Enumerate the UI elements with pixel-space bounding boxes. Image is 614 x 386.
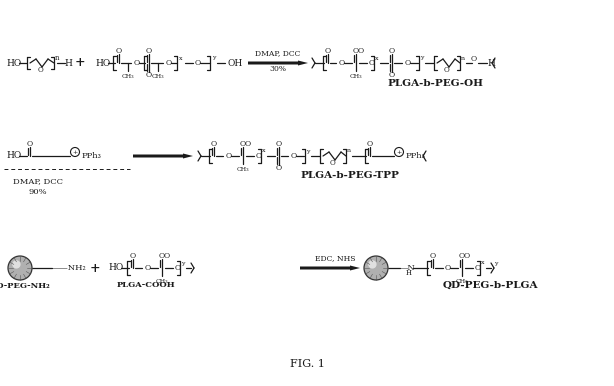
Text: OH: OH	[227, 59, 243, 68]
Text: +: +	[397, 149, 402, 154]
Text: O: O	[226, 152, 232, 160]
Text: HO: HO	[6, 151, 21, 161]
Text: O: O	[471, 55, 477, 63]
Text: HO: HO	[108, 264, 123, 273]
Text: O: O	[146, 47, 152, 55]
Text: O: O	[130, 252, 136, 260]
Text: O: O	[369, 59, 375, 67]
Text: +: +	[90, 261, 100, 274]
Text: O: O	[37, 66, 43, 74]
Text: x: x	[262, 149, 266, 154]
Text: O: O	[459, 252, 465, 260]
Circle shape	[364, 256, 388, 280]
Text: O: O	[276, 164, 282, 172]
Text: PPh₃: PPh₃	[82, 152, 102, 160]
Text: O: O	[339, 59, 345, 67]
Text: O: O	[195, 59, 201, 67]
FancyArrow shape	[133, 154, 193, 159]
Text: O: O	[358, 47, 364, 55]
Text: EDC, NHS: EDC, NHS	[315, 254, 356, 262]
Circle shape	[12, 260, 21, 269]
Text: PLGA-COOH: PLGA-COOH	[117, 281, 176, 289]
Text: y: y	[306, 149, 309, 154]
Circle shape	[8, 256, 32, 280]
Text: 30%: 30%	[270, 65, 287, 73]
Text: y: y	[494, 261, 498, 266]
Text: y: y	[212, 56, 216, 61]
Text: O: O	[353, 47, 359, 55]
Text: O: O	[430, 252, 436, 260]
Text: O: O	[276, 140, 282, 148]
Text: O: O	[291, 152, 297, 160]
Text: O: O	[256, 152, 262, 160]
Text: O: O	[159, 252, 165, 260]
Text: O: O	[389, 71, 395, 79]
Text: QD-PEG-NH₂: QD-PEG-NH₂	[0, 281, 50, 289]
Text: O: O	[367, 140, 373, 148]
Text: O: O	[27, 140, 33, 148]
Text: HO: HO	[6, 59, 21, 68]
Text: O: O	[146, 71, 152, 79]
Text: 90%: 90%	[29, 188, 47, 196]
Text: —N: —N	[400, 264, 416, 272]
Text: O: O	[145, 264, 151, 272]
Text: O: O	[475, 264, 481, 272]
Text: O: O	[211, 140, 217, 148]
Text: HO: HO	[95, 59, 111, 68]
Text: ——NH₂: ——NH₂	[52, 264, 87, 272]
Text: y: y	[420, 56, 424, 61]
Text: H: H	[406, 269, 412, 277]
Text: PPh₃: PPh₃	[406, 152, 426, 160]
Text: n: n	[55, 54, 59, 62]
Text: O: O	[325, 47, 331, 55]
Text: +: +	[75, 56, 85, 69]
Text: n: n	[461, 56, 465, 61]
Text: PLGA-b-PEG-OH: PLGA-b-PEG-OH	[387, 78, 483, 88]
Text: CH₃: CH₃	[350, 74, 362, 79]
Text: O: O	[116, 47, 122, 55]
Text: H: H	[64, 59, 72, 68]
Text: CH₃: CH₃	[456, 279, 468, 284]
Circle shape	[368, 260, 376, 269]
Text: CH₃: CH₃	[152, 74, 165, 79]
Text: H: H	[487, 59, 495, 68]
Text: DMAP, DCC: DMAP, DCC	[13, 177, 63, 185]
Text: O: O	[445, 264, 451, 272]
Text: CH₃: CH₃	[236, 167, 249, 172]
Text: O: O	[389, 47, 395, 55]
Text: CH₃: CH₃	[156, 279, 168, 284]
Text: O: O	[164, 252, 170, 260]
FancyArrow shape	[248, 61, 308, 66]
Text: x: x	[179, 56, 183, 61]
Text: O: O	[134, 59, 140, 67]
Text: O: O	[444, 66, 450, 74]
FancyArrow shape	[300, 266, 360, 271]
Text: y: y	[181, 261, 185, 266]
Text: O: O	[240, 140, 246, 148]
Text: CH₃: CH₃	[122, 74, 134, 79]
Text: O: O	[405, 59, 411, 67]
Text: O: O	[245, 140, 251, 148]
Text: +: +	[72, 149, 77, 154]
Text: O: O	[330, 159, 336, 167]
Text: x: x	[481, 261, 484, 266]
Text: FIG. 1: FIG. 1	[290, 359, 324, 369]
Text: O: O	[464, 252, 470, 260]
Text: x: x	[375, 56, 379, 61]
Text: DMAP, DCC: DMAP, DCC	[255, 49, 301, 57]
Text: n: n	[347, 149, 351, 154]
Text: QD-PEG-b-PLGA: QD-PEG-b-PLGA	[442, 281, 538, 290]
Text: PLGA-b-PEG-TPP: PLGA-b-PEG-TPP	[301, 171, 400, 181]
Text: O: O	[166, 59, 172, 67]
Text: O: O	[175, 264, 181, 272]
